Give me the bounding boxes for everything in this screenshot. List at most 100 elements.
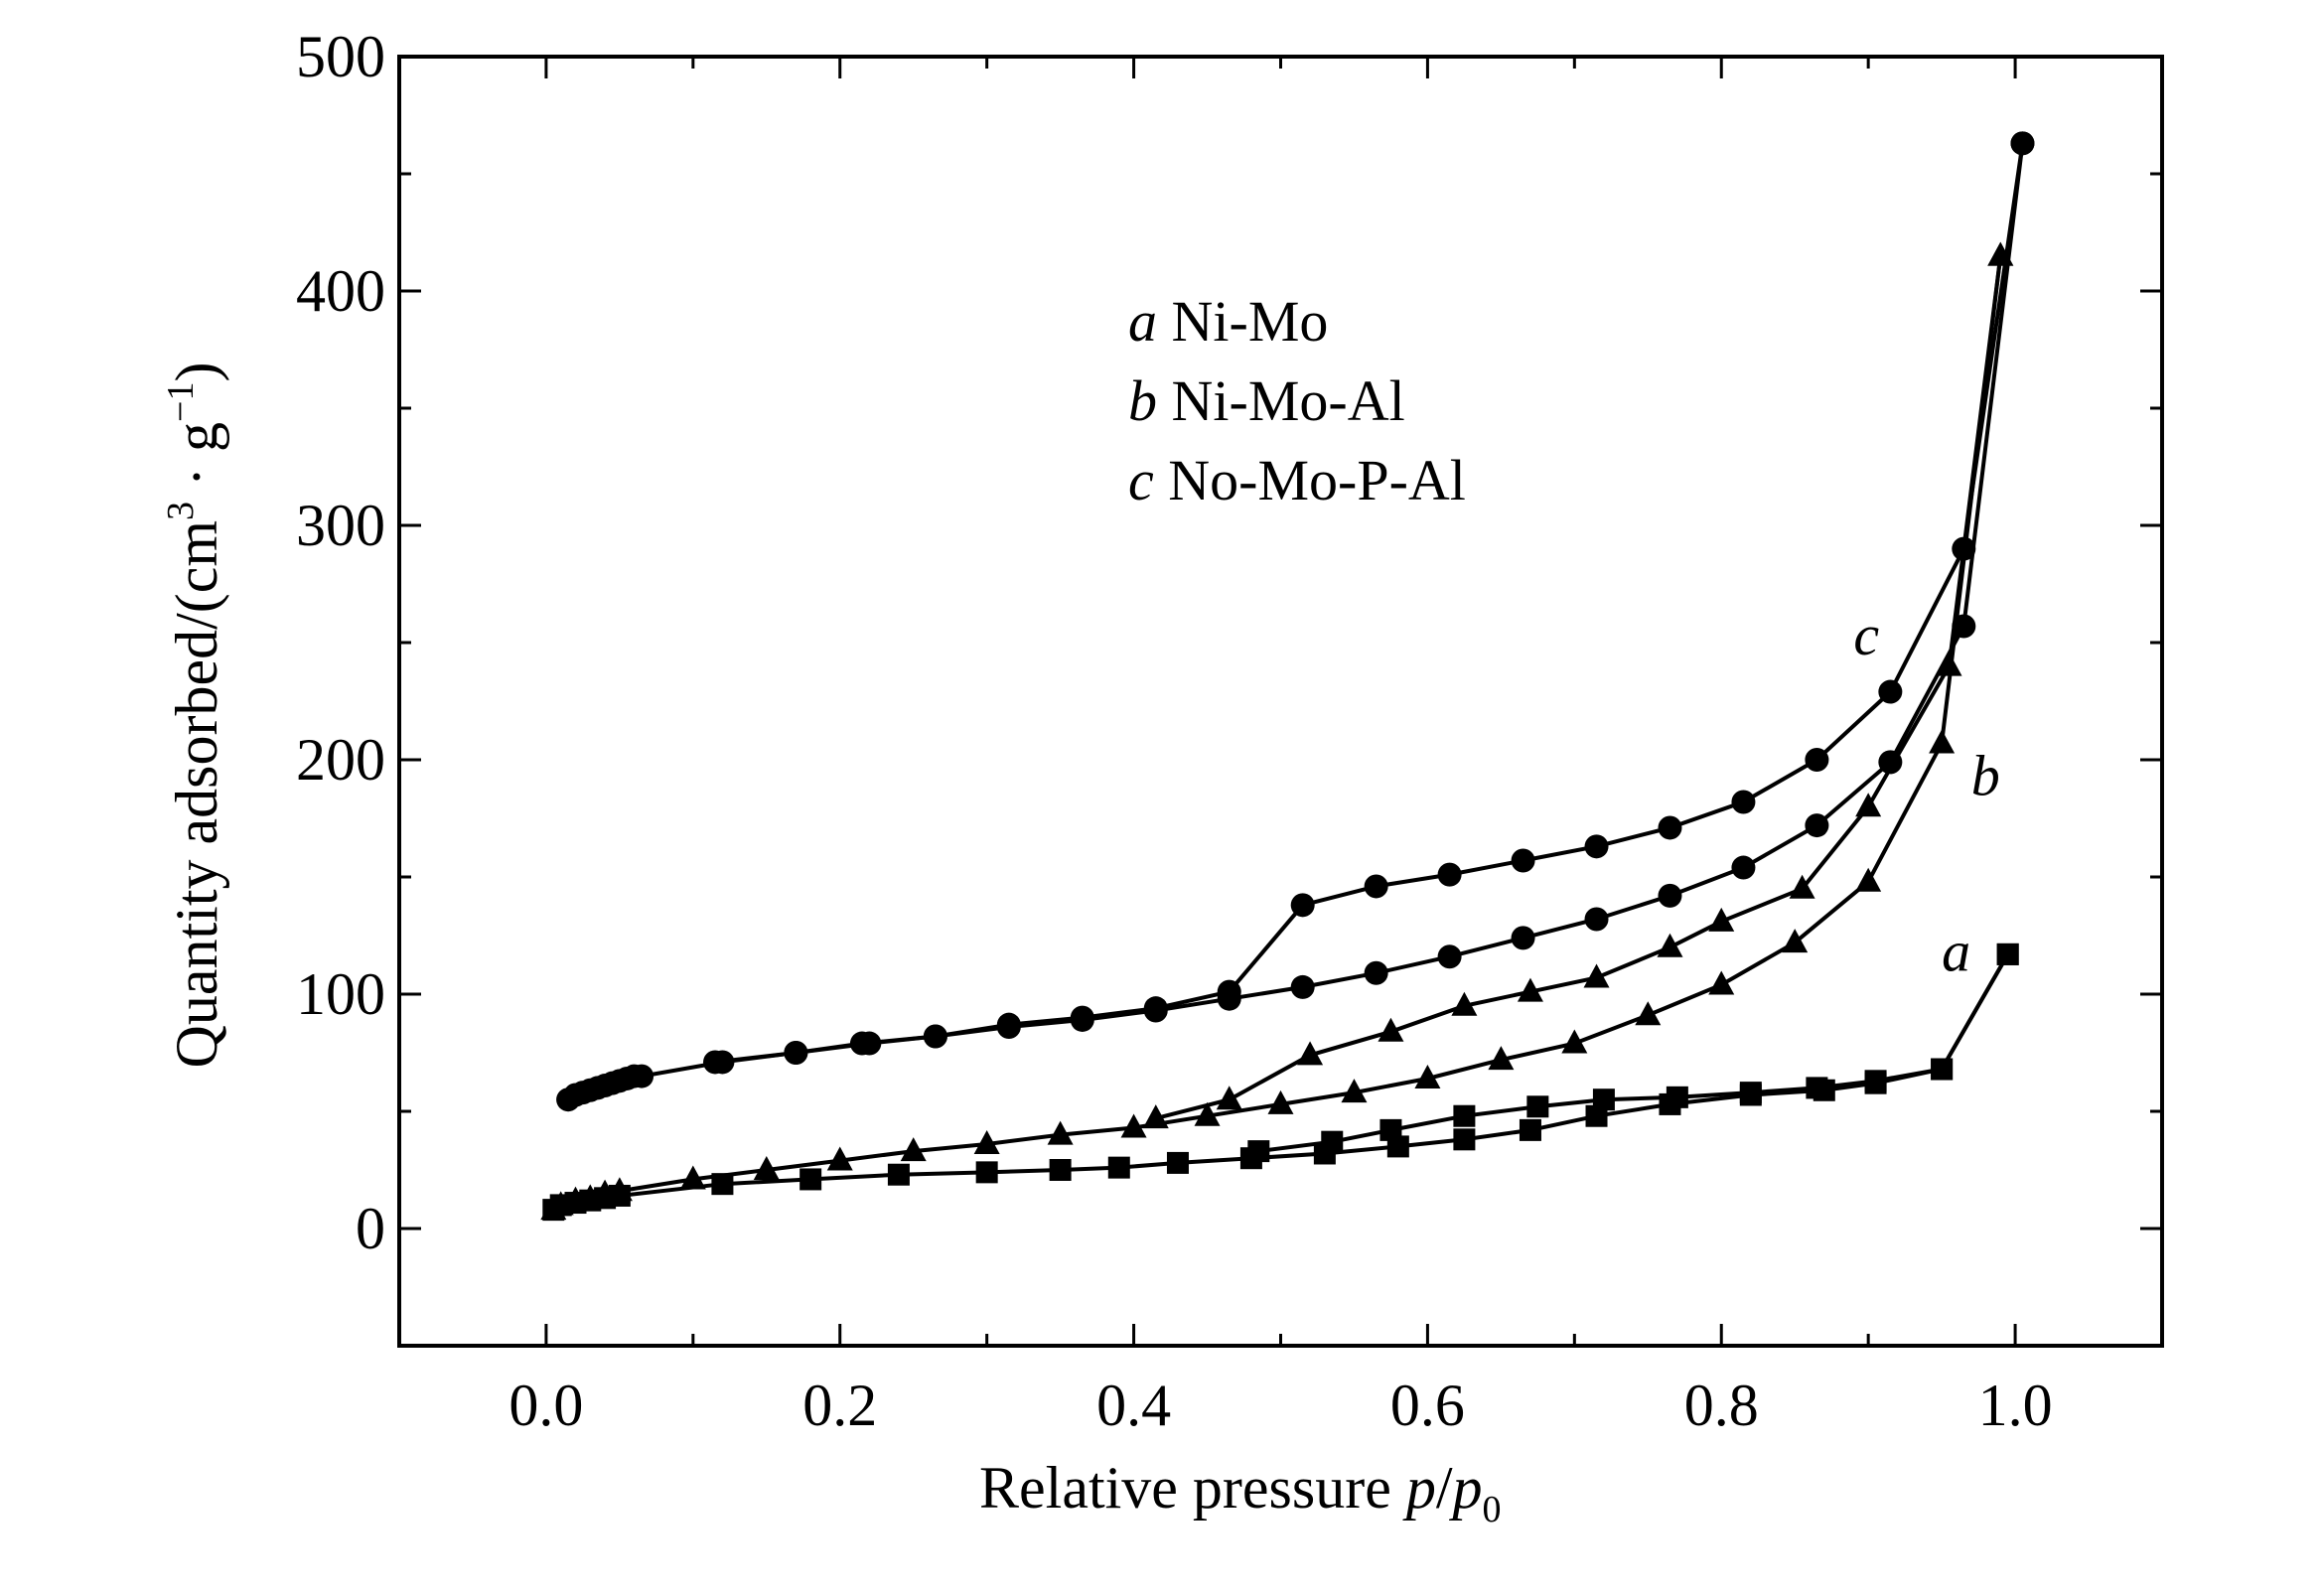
data-point-square xyxy=(799,1168,822,1191)
data-point-triangle xyxy=(1194,1101,1221,1126)
data-point-triangle xyxy=(1708,970,1735,995)
data-point-triangle xyxy=(1142,1104,1169,1129)
series-line xyxy=(714,143,2025,1065)
data-point-triangle xyxy=(1047,1120,1074,1145)
data-point-circle xyxy=(1731,855,1756,880)
data-point-triangle xyxy=(1297,1041,1324,1066)
data-point-square xyxy=(1666,1086,1688,1108)
data-point-circle xyxy=(1731,790,1756,814)
y-tick-label: 200 xyxy=(296,727,385,793)
legend-item-b: b Ni-Mo-Al xyxy=(1128,368,1405,433)
data-point-triangle xyxy=(973,1130,1000,1155)
x-axis-label: Relative pressure p/p0 xyxy=(979,1455,1502,1530)
data-point-triangle xyxy=(1782,929,1809,953)
data-point-triangle xyxy=(1341,1079,1368,1103)
x-tick-label: 0.6 xyxy=(1390,1373,1465,1438)
data-point-circle xyxy=(1584,834,1609,859)
series-circle-adsorption xyxy=(556,131,2035,1112)
data-point-circle xyxy=(1805,813,1829,838)
data-point-square xyxy=(1107,1156,1130,1179)
data-point-circle xyxy=(1290,974,1315,999)
data-point-square xyxy=(975,1161,998,1184)
legend-item-c: c No-Mo-P-Al xyxy=(1128,448,1466,512)
series-triangle-desorption xyxy=(1142,241,2014,1129)
data-point-circle xyxy=(1070,1005,1094,1030)
data-point-triangle xyxy=(1451,991,1478,1016)
data-point-triangle xyxy=(1378,1017,1404,1042)
data-point-square xyxy=(1049,1159,1072,1181)
data-point-square xyxy=(1739,1082,1762,1104)
data-point-triangle xyxy=(753,1156,780,1180)
data-point-triangle xyxy=(1855,867,1882,892)
data-point-circle xyxy=(1878,679,1903,704)
data-point-square xyxy=(1585,1104,1608,1127)
data-point-triangle xyxy=(1708,907,1735,932)
data-point-triangle xyxy=(900,1137,927,1162)
data-point-circle xyxy=(703,1050,728,1075)
data-point-triangle xyxy=(1561,1029,1588,1054)
data-point-triangle xyxy=(1120,1113,1147,1138)
data-point-circle xyxy=(1364,874,1388,899)
data-point-circle xyxy=(1437,862,1462,887)
data-point-triangle xyxy=(1267,1089,1294,1114)
curve-label-a: a xyxy=(1942,919,1970,983)
data-point-square xyxy=(1864,1070,1887,1092)
data-point-triangle xyxy=(1936,652,1962,676)
x-tick-label: 0.2 xyxy=(802,1373,877,1438)
data-point-circle xyxy=(1364,960,1388,985)
data-point-square xyxy=(1931,1058,1954,1081)
series-line xyxy=(1258,952,2010,1154)
data-point-triangle xyxy=(1929,729,1956,754)
data-point-square xyxy=(887,1163,910,1186)
data-point-square xyxy=(1453,1128,1476,1151)
data-point-square xyxy=(1453,1104,1476,1127)
data-point-square xyxy=(1519,1118,1541,1141)
legend-item-a: a Ni-Mo xyxy=(1128,289,1328,354)
y-tick-label: 300 xyxy=(296,493,385,558)
axis-ticks: 0.0 0.2 0.4 0.6 0.8 1.0 0 100 200 300 400 500 xyxy=(296,24,2164,1438)
x-tick-label: 0.8 xyxy=(1684,1373,1759,1438)
data-point-circle xyxy=(1658,883,1682,908)
data-point-square xyxy=(1166,1151,1189,1174)
data-point-circle xyxy=(923,1024,947,1049)
data-point-circle xyxy=(2010,131,2035,156)
data-point-triangle xyxy=(1855,793,1882,817)
data-point-triangle xyxy=(1488,1046,1515,1071)
data-point-square xyxy=(1806,1077,1828,1099)
y-tick-label: 0 xyxy=(356,1196,385,1261)
legend: a Ni-Mo b Ni-Mo-Al c No-Mo-P-Al xyxy=(1128,289,1466,512)
data-point-circle xyxy=(1290,893,1315,918)
data-point-triangle xyxy=(1216,1086,1242,1110)
data-point-circle xyxy=(630,1064,654,1088)
data-point-triangle xyxy=(826,1146,853,1171)
data-point-triangle xyxy=(1657,933,1683,957)
x-tick-label: 1.0 xyxy=(1978,1373,2053,1438)
data-point-circle xyxy=(1878,750,1903,775)
data-point-circle xyxy=(1511,848,1535,873)
curve-label-b: b xyxy=(1971,743,2000,807)
data-point-square xyxy=(1592,1088,1615,1111)
series-line xyxy=(567,143,2025,1101)
data-point-square xyxy=(1379,1118,1402,1141)
data-point-square xyxy=(1996,943,2019,965)
data-point-circle xyxy=(1952,536,1976,561)
data-point-circle xyxy=(1437,944,1462,969)
y-axis-label: Quantity adsorbed/(cm3 · g−1) xyxy=(160,363,229,1069)
data-point-circle xyxy=(1658,815,1682,840)
data-point-square xyxy=(1247,1140,1270,1163)
data-point-triangle xyxy=(1583,963,1610,988)
data-series xyxy=(540,131,2035,1222)
data-point-square xyxy=(711,1173,734,1196)
x-tick-label: 0.4 xyxy=(1096,1373,1171,1438)
series-circle-desorption xyxy=(703,131,2035,1075)
y-tick-label: 100 xyxy=(296,961,385,1027)
data-point-triangle xyxy=(1789,874,1815,899)
data-point-triangle xyxy=(1517,977,1543,1002)
data-point-triangle xyxy=(606,1177,633,1202)
data-point-square xyxy=(1526,1095,1549,1118)
data-point-circle xyxy=(996,1012,1021,1037)
series-square-desorption xyxy=(1247,943,2019,1163)
data-point-square xyxy=(1321,1130,1344,1153)
data-point-circle xyxy=(1952,614,1976,639)
